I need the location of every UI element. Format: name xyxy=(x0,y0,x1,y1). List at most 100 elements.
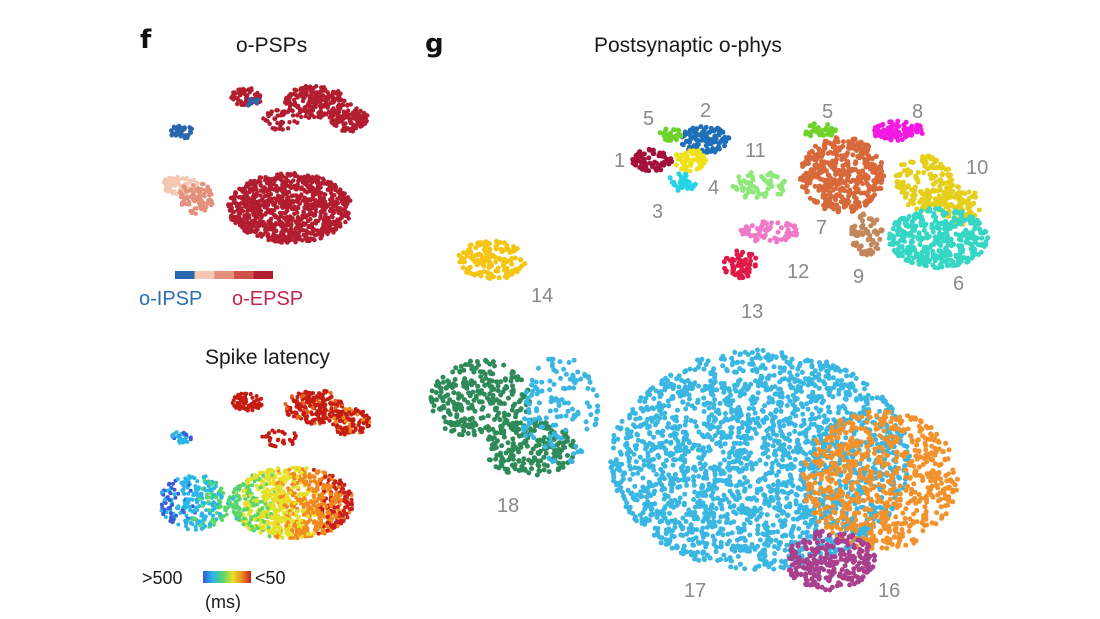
epsp-point xyxy=(348,119,353,124)
cluster-4-point xyxy=(691,148,697,154)
latency-point xyxy=(290,528,295,533)
cluster-10-point xyxy=(934,157,940,163)
latency-point xyxy=(342,498,347,503)
epsp-point xyxy=(308,188,314,194)
cluster-12-point xyxy=(754,226,760,232)
epsp-point xyxy=(289,227,294,233)
cluster-6-point xyxy=(934,253,940,259)
latency-point xyxy=(210,501,215,506)
epsp-point xyxy=(300,238,305,243)
epsp-point xyxy=(256,222,261,227)
cluster-2-point xyxy=(705,136,711,141)
ipsp-point xyxy=(247,97,253,102)
latency-point xyxy=(236,396,241,401)
cluster-6-point xyxy=(953,252,959,258)
cluster-10-point xyxy=(966,189,972,195)
cluster-1-point xyxy=(655,165,661,171)
epsp-point xyxy=(345,108,351,113)
cluster-5-point xyxy=(827,127,833,132)
latency-point xyxy=(250,395,255,400)
cluster-1-point xyxy=(659,160,665,166)
cluster-6-point xyxy=(923,244,929,250)
epsp-point xyxy=(300,98,306,104)
latency-point xyxy=(190,475,195,480)
cluster-4-point xyxy=(683,154,689,160)
latency-point xyxy=(328,501,333,506)
epsp-point xyxy=(302,205,307,210)
cluster-8-point xyxy=(886,128,892,134)
cluster-4-point xyxy=(688,162,693,168)
cluster-10-point xyxy=(939,172,945,178)
epsp-point xyxy=(229,205,234,210)
cluster-6-point xyxy=(977,226,983,232)
epsp-point xyxy=(307,202,312,208)
epsp-point xyxy=(316,231,321,236)
cluster-6-point xyxy=(937,226,942,232)
epsp-point xyxy=(361,112,366,118)
cluster-9-point xyxy=(862,250,868,256)
epsp-point xyxy=(294,88,299,93)
epsp-point xyxy=(278,186,283,191)
latency-point xyxy=(230,496,235,501)
epsp-point xyxy=(192,206,197,211)
cluster-13-point xyxy=(734,252,740,258)
epsp-point xyxy=(345,196,351,202)
latency-point xyxy=(236,392,241,397)
epsp-point xyxy=(169,183,174,188)
latency-point xyxy=(285,409,290,414)
epsp-point xyxy=(251,222,256,227)
latency-point xyxy=(258,485,263,490)
latency-point xyxy=(245,506,250,511)
latency-point xyxy=(298,531,303,536)
epsp-point xyxy=(269,207,274,213)
cluster-10-point xyxy=(905,202,911,208)
cluster-10-point xyxy=(913,175,919,181)
epsp-point xyxy=(306,224,311,230)
cluster-8-point xyxy=(902,128,908,134)
cluster-11-point xyxy=(779,183,785,189)
latency-point xyxy=(298,471,303,476)
cluster-1-point xyxy=(646,168,652,174)
cluster-13-point xyxy=(723,269,729,275)
epsp-point xyxy=(340,191,346,196)
cluster-11-point xyxy=(730,183,736,189)
latency-point xyxy=(280,476,285,481)
epsp-point xyxy=(230,93,235,99)
epsp-point xyxy=(178,194,184,200)
epsp-point xyxy=(292,102,297,108)
latency-point xyxy=(322,502,327,507)
cluster-7-point xyxy=(854,177,860,183)
epsp-point xyxy=(257,202,262,207)
cluster-10-point xyxy=(950,189,956,194)
latency-point xyxy=(284,530,289,535)
cluster-7-point xyxy=(845,175,851,181)
epsp-point xyxy=(316,190,322,195)
latency-point xyxy=(231,509,236,514)
latency-point xyxy=(289,503,294,508)
cluster-2-point xyxy=(718,139,724,145)
cluster-7-point xyxy=(813,156,819,161)
cluster-1-point xyxy=(650,163,656,169)
cluster-6-point xyxy=(983,229,989,235)
latency-point xyxy=(216,498,221,503)
latency-point xyxy=(298,403,303,408)
epsp-point xyxy=(242,191,248,196)
latency-point xyxy=(286,520,291,525)
epsp-point xyxy=(280,221,285,226)
ipsp-point xyxy=(174,131,180,136)
latency-point xyxy=(260,480,265,485)
cluster-13-point xyxy=(737,262,742,268)
epsp-point xyxy=(328,223,333,228)
epsp-point xyxy=(262,205,267,210)
latency-point xyxy=(282,480,287,484)
epsp-point xyxy=(273,175,278,181)
cluster-2-point xyxy=(711,128,717,134)
cluster-4-point xyxy=(678,166,684,172)
cluster-10-point xyxy=(955,184,961,190)
latency-point xyxy=(310,418,315,423)
epsp-point xyxy=(293,236,299,241)
latency-point xyxy=(336,497,341,502)
epsp-point xyxy=(237,91,242,96)
epsp-point xyxy=(336,210,341,215)
